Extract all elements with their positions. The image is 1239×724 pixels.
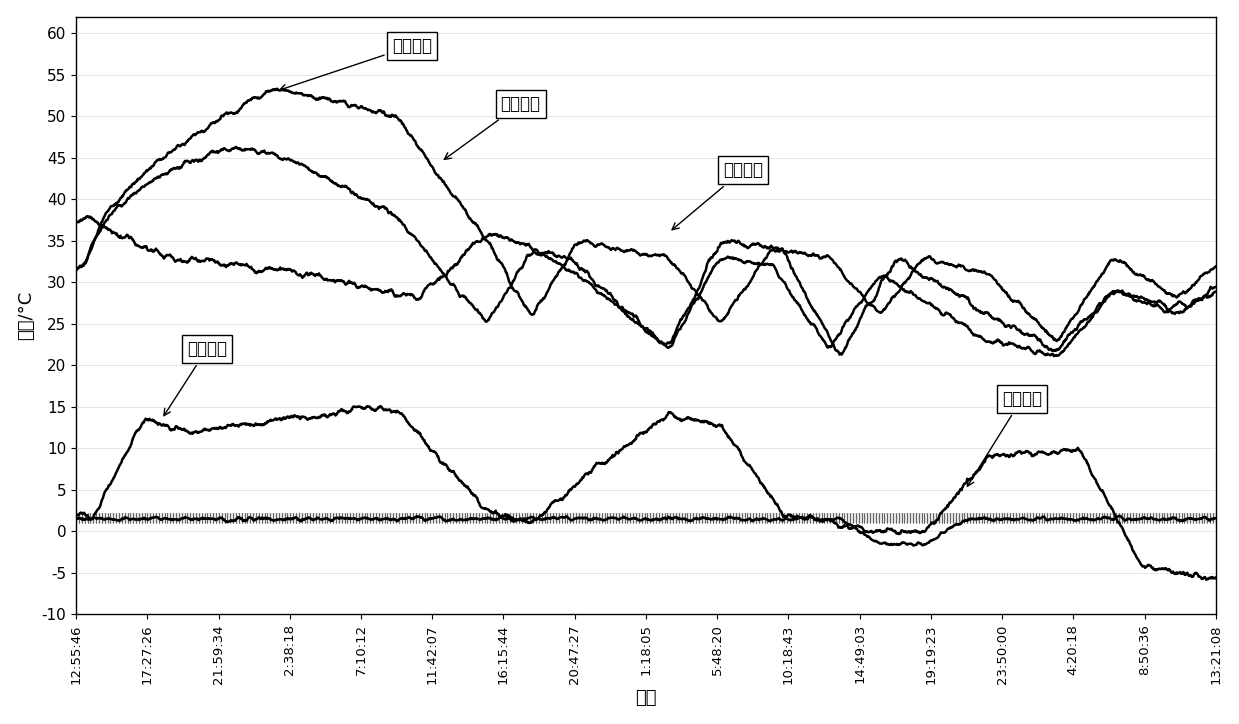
Y-axis label: 温度/°C: 温度/°C: [16, 291, 35, 340]
Text: 芯部温度: 芯部温度: [280, 37, 432, 91]
Bar: [76, 513, 1215, 523]
X-axis label: 时间: 时间: [636, 689, 657, 707]
Text: 芯表温差: 芯表温差: [164, 340, 227, 416]
Text: 环境温度: 环境温度: [672, 161, 763, 230]
Text: 表环温差: 表环温差: [968, 390, 1042, 487]
Text: 表层温度: 表层温度: [445, 95, 540, 159]
